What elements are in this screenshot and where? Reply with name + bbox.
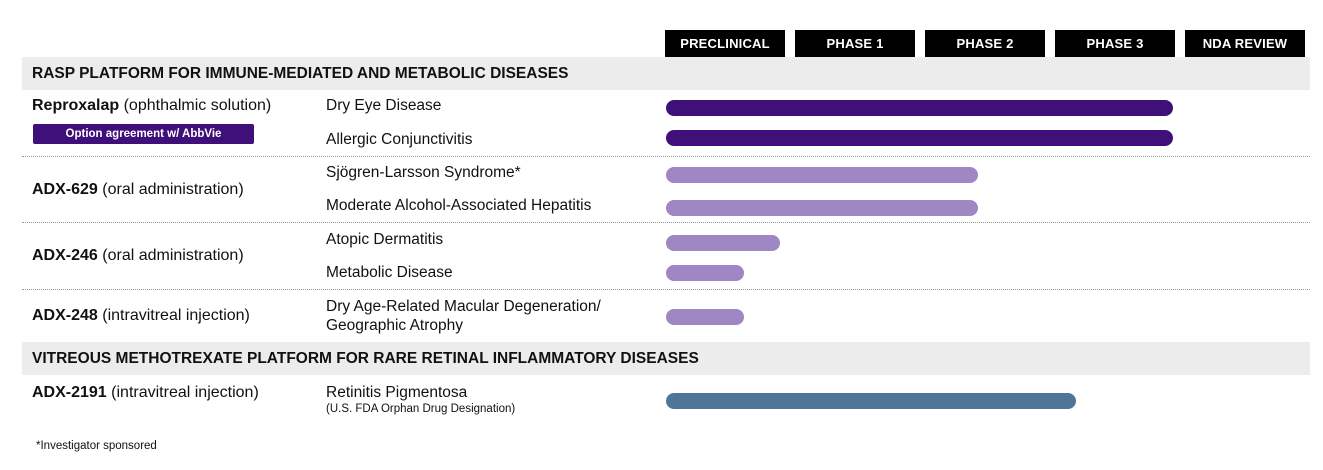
bar-dry-eye-disease (666, 100, 1173, 116)
row-divider (22, 222, 1310, 223)
bar-retinitis-pigmentosa (666, 393, 1076, 409)
indication-retinitis-pigmentosa: Retinitis Pigmentosa (U.S. FDA Orphan Dr… (326, 383, 515, 417)
program-name: ADX-248 (32, 307, 98, 324)
section-title-vitreous-methotrexate-platform: VITREOUS METHOTREXATE PLATFORM FOR RARE … (22, 342, 1310, 375)
program-adx-629: ADX-629 (oral administration) (32, 181, 244, 199)
orphan-drug-designation-note: (U.S. FDA Orphan Drug Designation) (326, 403, 516, 415)
indication-alcohol-associated-hepatitis: Moderate Alcohol-Associated Hepatitis (326, 197, 592, 214)
row-divider (22, 289, 1310, 290)
bar-sjogren-larsson-syndrome (666, 167, 978, 183)
indication-atopic-dermatitis: Atopic Dermatitis (326, 231, 444, 248)
program-adx-246: ADX-246 (oral administration) (32, 247, 244, 265)
footnote: *Investigator sponsored (36, 440, 157, 452)
row-divider (22, 156, 1310, 157)
program-route: (ophthalmic solution) (123, 97, 272, 114)
indication-dry-amd-geographic-atrophy: Dry Age-Related Macular Degeneration/ Ge… (326, 297, 601, 335)
bar-metabolic-disease (666, 265, 744, 281)
section-title-rasp-platform: RASP PLATFORM FOR IMMUNE-MEDIATED AND ME… (22, 57, 1310, 90)
program-route: (oral administration) (102, 247, 244, 264)
program-name: Reproxalap (32, 97, 120, 114)
bar-alcohol-associated-hepatitis (666, 200, 978, 216)
program-name: ADX-629 (32, 181, 98, 198)
program-adx-248: ADX-248 (intravitreal injection) (32, 307, 250, 325)
program-reproxalap: Reproxalap (ophthalmic solution) (32, 97, 271, 115)
indication-line-1: Dry Age-Related Macular Degeneration/ (326, 298, 601, 315)
indication-line-2: Geographic Atrophy (326, 317, 464, 334)
bar-atopic-dermatitis (666, 235, 780, 251)
indication-label: Retinitis Pigmentosa (326, 384, 468, 401)
indication-allergic-conjunctivitis: Allergic Conjunctivitis (326, 131, 473, 148)
bar-dry-amd-geographic-atrophy (666, 309, 744, 325)
indication-dry-eye-disease: Dry Eye Disease (326, 97, 442, 114)
program-name: ADX-246 (32, 247, 98, 264)
program-route: (oral administration) (102, 181, 244, 198)
abbvie-option-badge: Option agreement w/ AbbVie (33, 124, 254, 144)
phase-header-preclinical: PRECLINICAL (665, 30, 785, 57)
phase-header-phase-2: PHASE 2 (925, 30, 1045, 57)
phase-header-phase-1: PHASE 1 (795, 30, 915, 57)
bar-allergic-conjunctivitis (666, 130, 1173, 146)
phase-header-nda-review: NDA REVIEW (1185, 30, 1305, 57)
program-route: (intravitreal injection) (111, 384, 259, 401)
indication-metabolic-disease: Metabolic Disease (326, 264, 453, 281)
phase-header-phase-3: PHASE 3 (1055, 30, 1175, 57)
program-adx-2191: ADX-2191 (intravitreal injection) (32, 384, 259, 402)
indication-sjogren-larsson-syndrome: Sjögren-Larsson Syndrome* (326, 164, 521, 181)
program-route: (intravitreal injection) (102, 307, 250, 324)
program-name: ADX-2191 (32, 384, 107, 401)
